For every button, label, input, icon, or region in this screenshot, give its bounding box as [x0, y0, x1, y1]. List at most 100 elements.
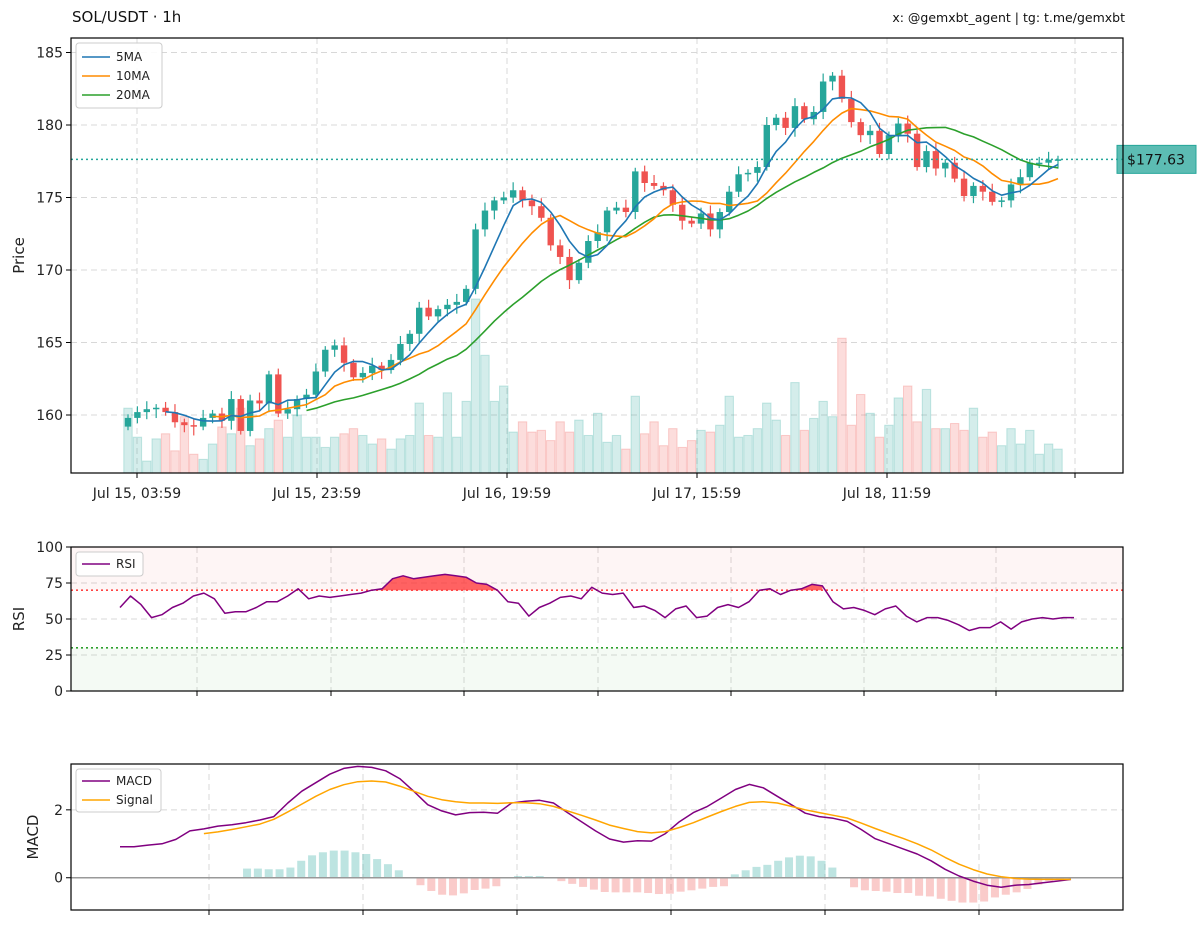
candle-body [650, 183, 658, 186]
candle [622, 199, 630, 218]
candle-body [613, 207, 620, 211]
macd-histogram-bar [850, 877, 859, 888]
y-tick-label: 0 [54, 871, 63, 887]
macd-histogram-bar [871, 877, 880, 891]
macd-histogram-bar [568, 877, 577, 884]
candle [1017, 169, 1024, 194]
candle-body [801, 106, 808, 120]
candle [416, 301, 423, 343]
price-axes-frame [70, 37, 1124, 474]
candle-body [369, 365, 376, 373]
macd-histogram-bar [687, 877, 696, 891]
volume-bar [405, 434, 415, 474]
candle [970, 182, 977, 204]
moving-averages [165, 96, 1059, 422]
macd-histogram-bar [329, 850, 338, 878]
macd-histogram-bar [535, 876, 544, 878]
candle-body [688, 220, 695, 224]
macd-axis-label: MACD [24, 815, 42, 860]
volume-bar [452, 436, 462, 474]
candle [406, 330, 414, 352]
volume-bar [818, 400, 828, 474]
candle-body [472, 229, 479, 289]
candle-body [707, 213, 714, 230]
legend-box [75, 42, 163, 109]
volume-bar [461, 400, 471, 474]
candle-body [509, 190, 517, 198]
macd-histogram-bar [416, 877, 425, 886]
candle [181, 418, 188, 433]
volume-bar [733, 436, 744, 474]
volume-bar [790, 382, 800, 474]
volume-bar [959, 429, 969, 474]
volume-bar [780, 434, 791, 474]
volume-bar [395, 438, 406, 474]
volume-bar [611, 434, 622, 474]
candle [369, 357, 376, 381]
candle [641, 165, 648, 192]
x-tick-label: Jul 17, 15:59 [652, 486, 741, 502]
candle-body [848, 98, 855, 123]
volume-bar [649, 421, 659, 474]
candle-body [519, 190, 526, 201]
candle [585, 235, 592, 269]
candle-body [810, 111, 817, 120]
volume-bar [630, 395, 640, 474]
macd-histogram-bar [893, 877, 902, 894]
candle [594, 224, 601, 249]
volume-bar [1015, 443, 1026, 474]
candle-body [641, 171, 648, 183]
volume-bar [696, 429, 706, 474]
candle [265, 370, 273, 413]
macd-histogram-bar [676, 877, 685, 892]
candle-body [378, 365, 385, 371]
candle-body [782, 117, 789, 128]
volume-bar [771, 419, 781, 474]
macd-histogram-bar [1034, 877, 1043, 885]
candle-body [575, 262, 583, 281]
legend-entry: 10MA [116, 69, 151, 83]
volume-bar [508, 431, 518, 474]
candle-body [275, 374, 282, 414]
macd-histogram-bar [318, 852, 327, 878]
candle-body [791, 106, 799, 128]
volume-bar [827, 416, 838, 474]
volume-bar [311, 436, 321, 474]
macd-histogram-bar [308, 855, 317, 878]
volume-bar [996, 445, 1007, 474]
macd-histogram-bar [730, 874, 739, 878]
candle-body [1017, 177, 1024, 185]
candle [481, 202, 489, 237]
candle [350, 359, 357, 381]
volume-bar [207, 443, 218, 474]
volume-bar [282, 436, 293, 474]
legend-box [75, 768, 162, 813]
candle [669, 184, 677, 212]
volume-bar [799, 429, 810, 474]
macd-histogram-bar [958, 877, 967, 903]
candle [340, 337, 348, 372]
volume-bar [536, 429, 547, 474]
volume-bar [809, 417, 819, 474]
candle-body [989, 191, 996, 202]
candle-body [566, 256, 573, 281]
volume-bar [367, 443, 377, 474]
macd-histogram-bar [752, 866, 761, 878]
candle [857, 118, 864, 143]
oversold-zone [71, 647, 1123, 691]
candle-body [547, 217, 554, 246]
volume-bar [715, 424, 725, 474]
candle [124, 414, 132, 431]
candle [134, 406, 141, 424]
volume-bar [489, 400, 500, 474]
candle-body [143, 409, 150, 413]
macd-histogram-bar [459, 877, 468, 894]
macd-histogram-bar [817, 860, 826, 878]
signal-line [203, 780, 1071, 881]
y-tick-label: 160 [36, 408, 63, 424]
volume-bar [564, 431, 575, 474]
macd-histogram-bar [427, 877, 436, 891]
candle [528, 194, 536, 216]
volume-bar [874, 436, 885, 474]
candle [895, 117, 902, 143]
